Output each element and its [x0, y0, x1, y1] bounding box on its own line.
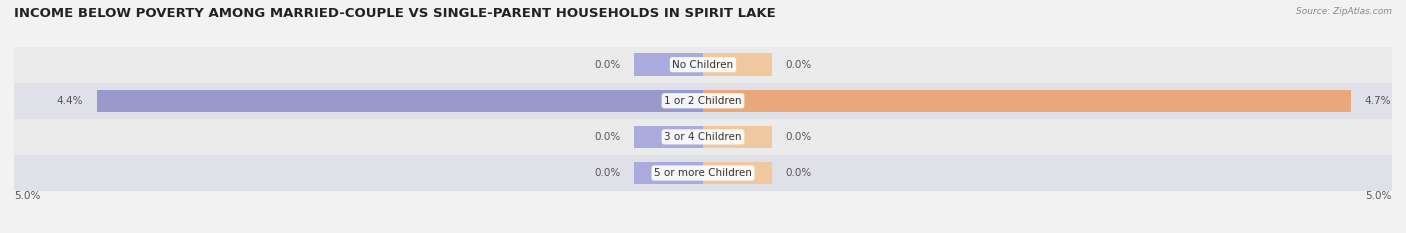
Bar	[703, 126, 772, 148]
Bar	[14, 155, 1392, 191]
Bar	[634, 53, 703, 76]
Text: 1 or 2 Children: 1 or 2 Children	[664, 96, 742, 106]
Bar	[703, 89, 1351, 112]
Text: 0.0%: 0.0%	[786, 168, 811, 178]
Bar	[634, 162, 703, 184]
Text: Source: ZipAtlas.com: Source: ZipAtlas.com	[1296, 7, 1392, 16]
Bar	[703, 162, 772, 184]
Text: 0.0%: 0.0%	[595, 168, 620, 178]
Text: INCOME BELOW POVERTY AMONG MARRIED-COUPLE VS SINGLE-PARENT HOUSEHOLDS IN SPIRIT : INCOME BELOW POVERTY AMONG MARRIED-COUPL…	[14, 7, 776, 20]
Text: 0.0%: 0.0%	[786, 60, 811, 70]
Bar	[634, 126, 703, 148]
Text: 5 or more Children: 5 or more Children	[654, 168, 752, 178]
Bar	[97, 89, 703, 112]
Bar	[14, 47, 1392, 83]
Text: 0.0%: 0.0%	[595, 60, 620, 70]
Bar	[14, 83, 1392, 119]
Text: 4.7%: 4.7%	[1364, 96, 1391, 106]
Text: 5.0%: 5.0%	[14, 191, 41, 201]
Text: 4.4%: 4.4%	[56, 96, 83, 106]
Text: 5.0%: 5.0%	[1365, 191, 1392, 201]
Bar	[14, 119, 1392, 155]
Bar	[703, 53, 772, 76]
Text: 3 or 4 Children: 3 or 4 Children	[664, 132, 742, 142]
Text: 0.0%: 0.0%	[786, 132, 811, 142]
Text: No Children: No Children	[672, 60, 734, 70]
Text: 0.0%: 0.0%	[595, 132, 620, 142]
